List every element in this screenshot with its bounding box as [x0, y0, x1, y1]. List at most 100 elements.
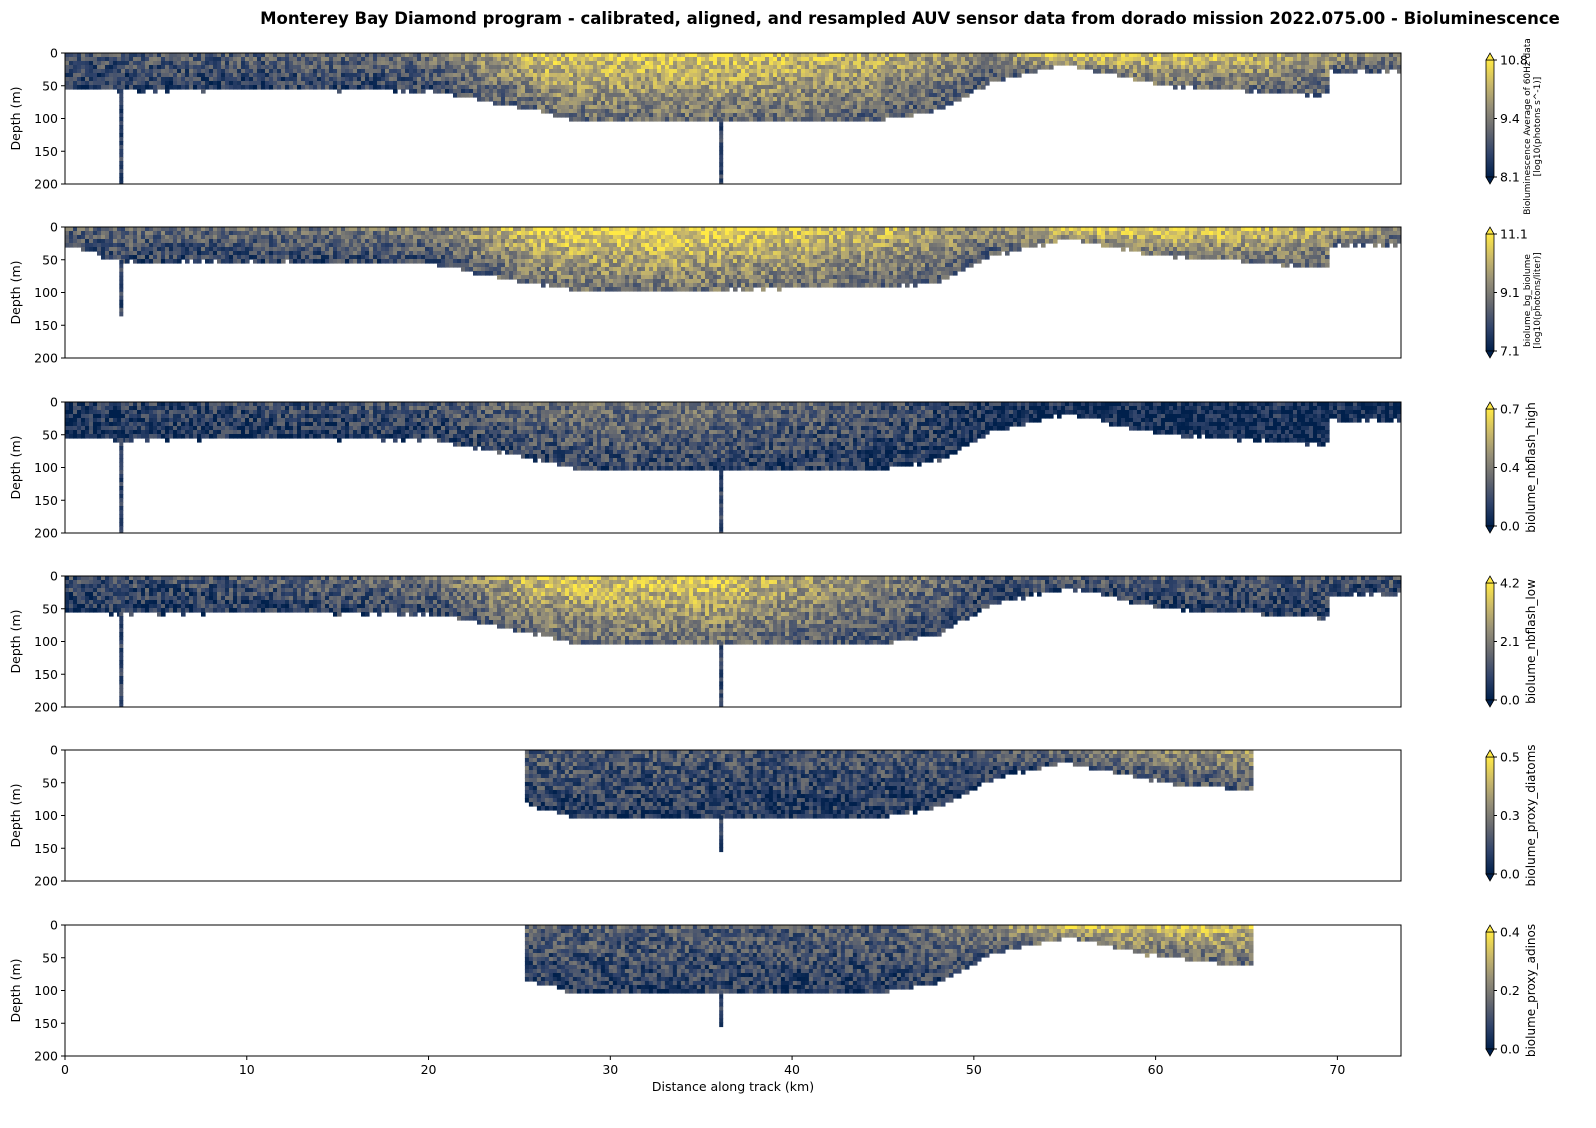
heatmap-cell	[413, 57, 418, 62]
heatmap-cell	[201, 243, 206, 248]
heatmap-cell	[369, 239, 374, 244]
heatmap-cell	[413, 53, 418, 58]
heatmap-cell	[73, 53, 78, 58]
heatmap-cell	[153, 69, 158, 74]
heatmap-cell	[709, 109, 714, 114]
heatmap-cell	[749, 109, 754, 114]
heatmap-cell	[549, 239, 554, 244]
heatmap-cell	[241, 73, 246, 78]
heatmap-cell	[421, 255, 426, 260]
heatmap-cell	[481, 235, 486, 240]
heatmap-cell	[933, 105, 938, 110]
heatmap-cell	[593, 89, 598, 94]
heatmap-cell	[577, 89, 582, 94]
heatmap-cell	[713, 65, 718, 70]
heatmap-cell	[557, 53, 562, 58]
heatmap-cell	[929, 81, 934, 86]
heatmap-cell	[557, 105, 562, 110]
heatmap-cell	[169, 53, 174, 58]
heatmap-cell	[489, 267, 494, 272]
heatmap-cell	[273, 65, 278, 70]
heatmap-cell	[413, 77, 418, 82]
heatmap-cell	[225, 73, 230, 78]
heatmap-cell	[1237, 57, 1242, 62]
heatmap-cell	[737, 105, 742, 110]
heatmap-cell	[493, 57, 498, 62]
heatmap-cell	[253, 53, 258, 58]
heatmap-cell	[789, 53, 794, 58]
heatmap-cell	[325, 243, 330, 248]
heatmap-dip-cell	[119, 169, 124, 174]
heatmap-cell	[137, 61, 142, 66]
heatmap-cell	[537, 235, 542, 240]
heatmap-cell	[817, 57, 822, 62]
heatmap-cell	[197, 61, 202, 66]
heatmap-cell	[269, 255, 274, 260]
heatmap-cell	[181, 251, 186, 256]
heatmap-cell	[517, 57, 522, 62]
heatmap-cell	[221, 227, 226, 232]
heatmap-cell	[77, 231, 82, 236]
heatmap-cell	[565, 65, 570, 70]
heatmap-cell	[753, 101, 758, 106]
heatmap-cell	[929, 77, 934, 82]
heatmap-cell	[461, 73, 466, 78]
heatmap-cell	[213, 69, 218, 74]
heatmap-cell	[465, 93, 470, 98]
heatmap-cell	[449, 235, 454, 240]
heatmap-cell	[1169, 57, 1174, 62]
heatmap-cell	[469, 239, 474, 244]
heatmap-cell	[1181, 81, 1186, 86]
heatmap-cell	[577, 263, 582, 268]
heatmap-cell	[345, 77, 350, 82]
heatmap-cell	[397, 227, 402, 232]
heatmap-cell	[301, 255, 306, 260]
heatmap-cell	[153, 259, 158, 264]
heatmap-cell	[389, 65, 394, 70]
heatmap-cell	[1185, 53, 1190, 58]
heatmap-cell	[81, 81, 86, 86]
heatmap-cell	[309, 53, 314, 58]
heatmap-cell	[461, 93, 466, 98]
heatmap-cell	[1329, 53, 1334, 58]
heatmap-cell	[313, 243, 318, 248]
heatmap-cell	[233, 69, 238, 74]
heatmap-cell	[401, 251, 406, 256]
heatmap-cell	[201, 239, 206, 244]
heatmap-cell	[1197, 69, 1202, 74]
heatmap-cell	[233, 247, 238, 252]
heatmap-cell	[1265, 53, 1270, 58]
heatmap-cell	[789, 81, 794, 86]
heatmap-cell	[813, 109, 818, 114]
heatmap-cell	[713, 109, 718, 114]
heatmap-cell	[557, 109, 562, 114]
heatmap-cell	[573, 251, 578, 256]
heatmap-cell	[377, 259, 382, 264]
heatmap-cell	[573, 113, 578, 118]
heatmap-cell	[405, 69, 410, 74]
heatmap-cell	[489, 65, 494, 70]
heatmap-cell	[125, 247, 130, 252]
heatmap-cell	[409, 61, 414, 66]
heatmap-cell	[653, 105, 658, 110]
heatmap-cell	[309, 81, 314, 86]
heatmap-cell	[373, 65, 378, 70]
heatmap-cell	[809, 61, 814, 66]
heatmap-cell	[133, 231, 138, 236]
heatmap-cell	[973, 69, 978, 74]
heatmap-cell	[165, 259, 170, 264]
heatmap-cell	[701, 73, 706, 78]
heatmap-cell	[605, 93, 610, 98]
heatmap-cell	[349, 259, 354, 264]
heatmap-cell	[653, 65, 658, 70]
heatmap-cell	[273, 247, 278, 252]
heatmap-cell	[701, 69, 706, 74]
heatmap-cell	[405, 227, 410, 232]
heatmap-cell	[1269, 89, 1274, 94]
heatmap-cell	[105, 65, 110, 70]
heatmap-cell	[253, 259, 258, 264]
heatmap-cell	[577, 53, 582, 58]
heatmap-cell	[493, 73, 498, 78]
heatmap-cell	[1293, 81, 1298, 86]
heatmap-cell	[393, 235, 398, 240]
